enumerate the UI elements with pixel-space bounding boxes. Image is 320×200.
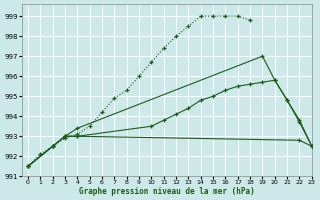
X-axis label: Graphe pression niveau de la mer (hPa): Graphe pression niveau de la mer (hPa) (79, 187, 255, 196)
